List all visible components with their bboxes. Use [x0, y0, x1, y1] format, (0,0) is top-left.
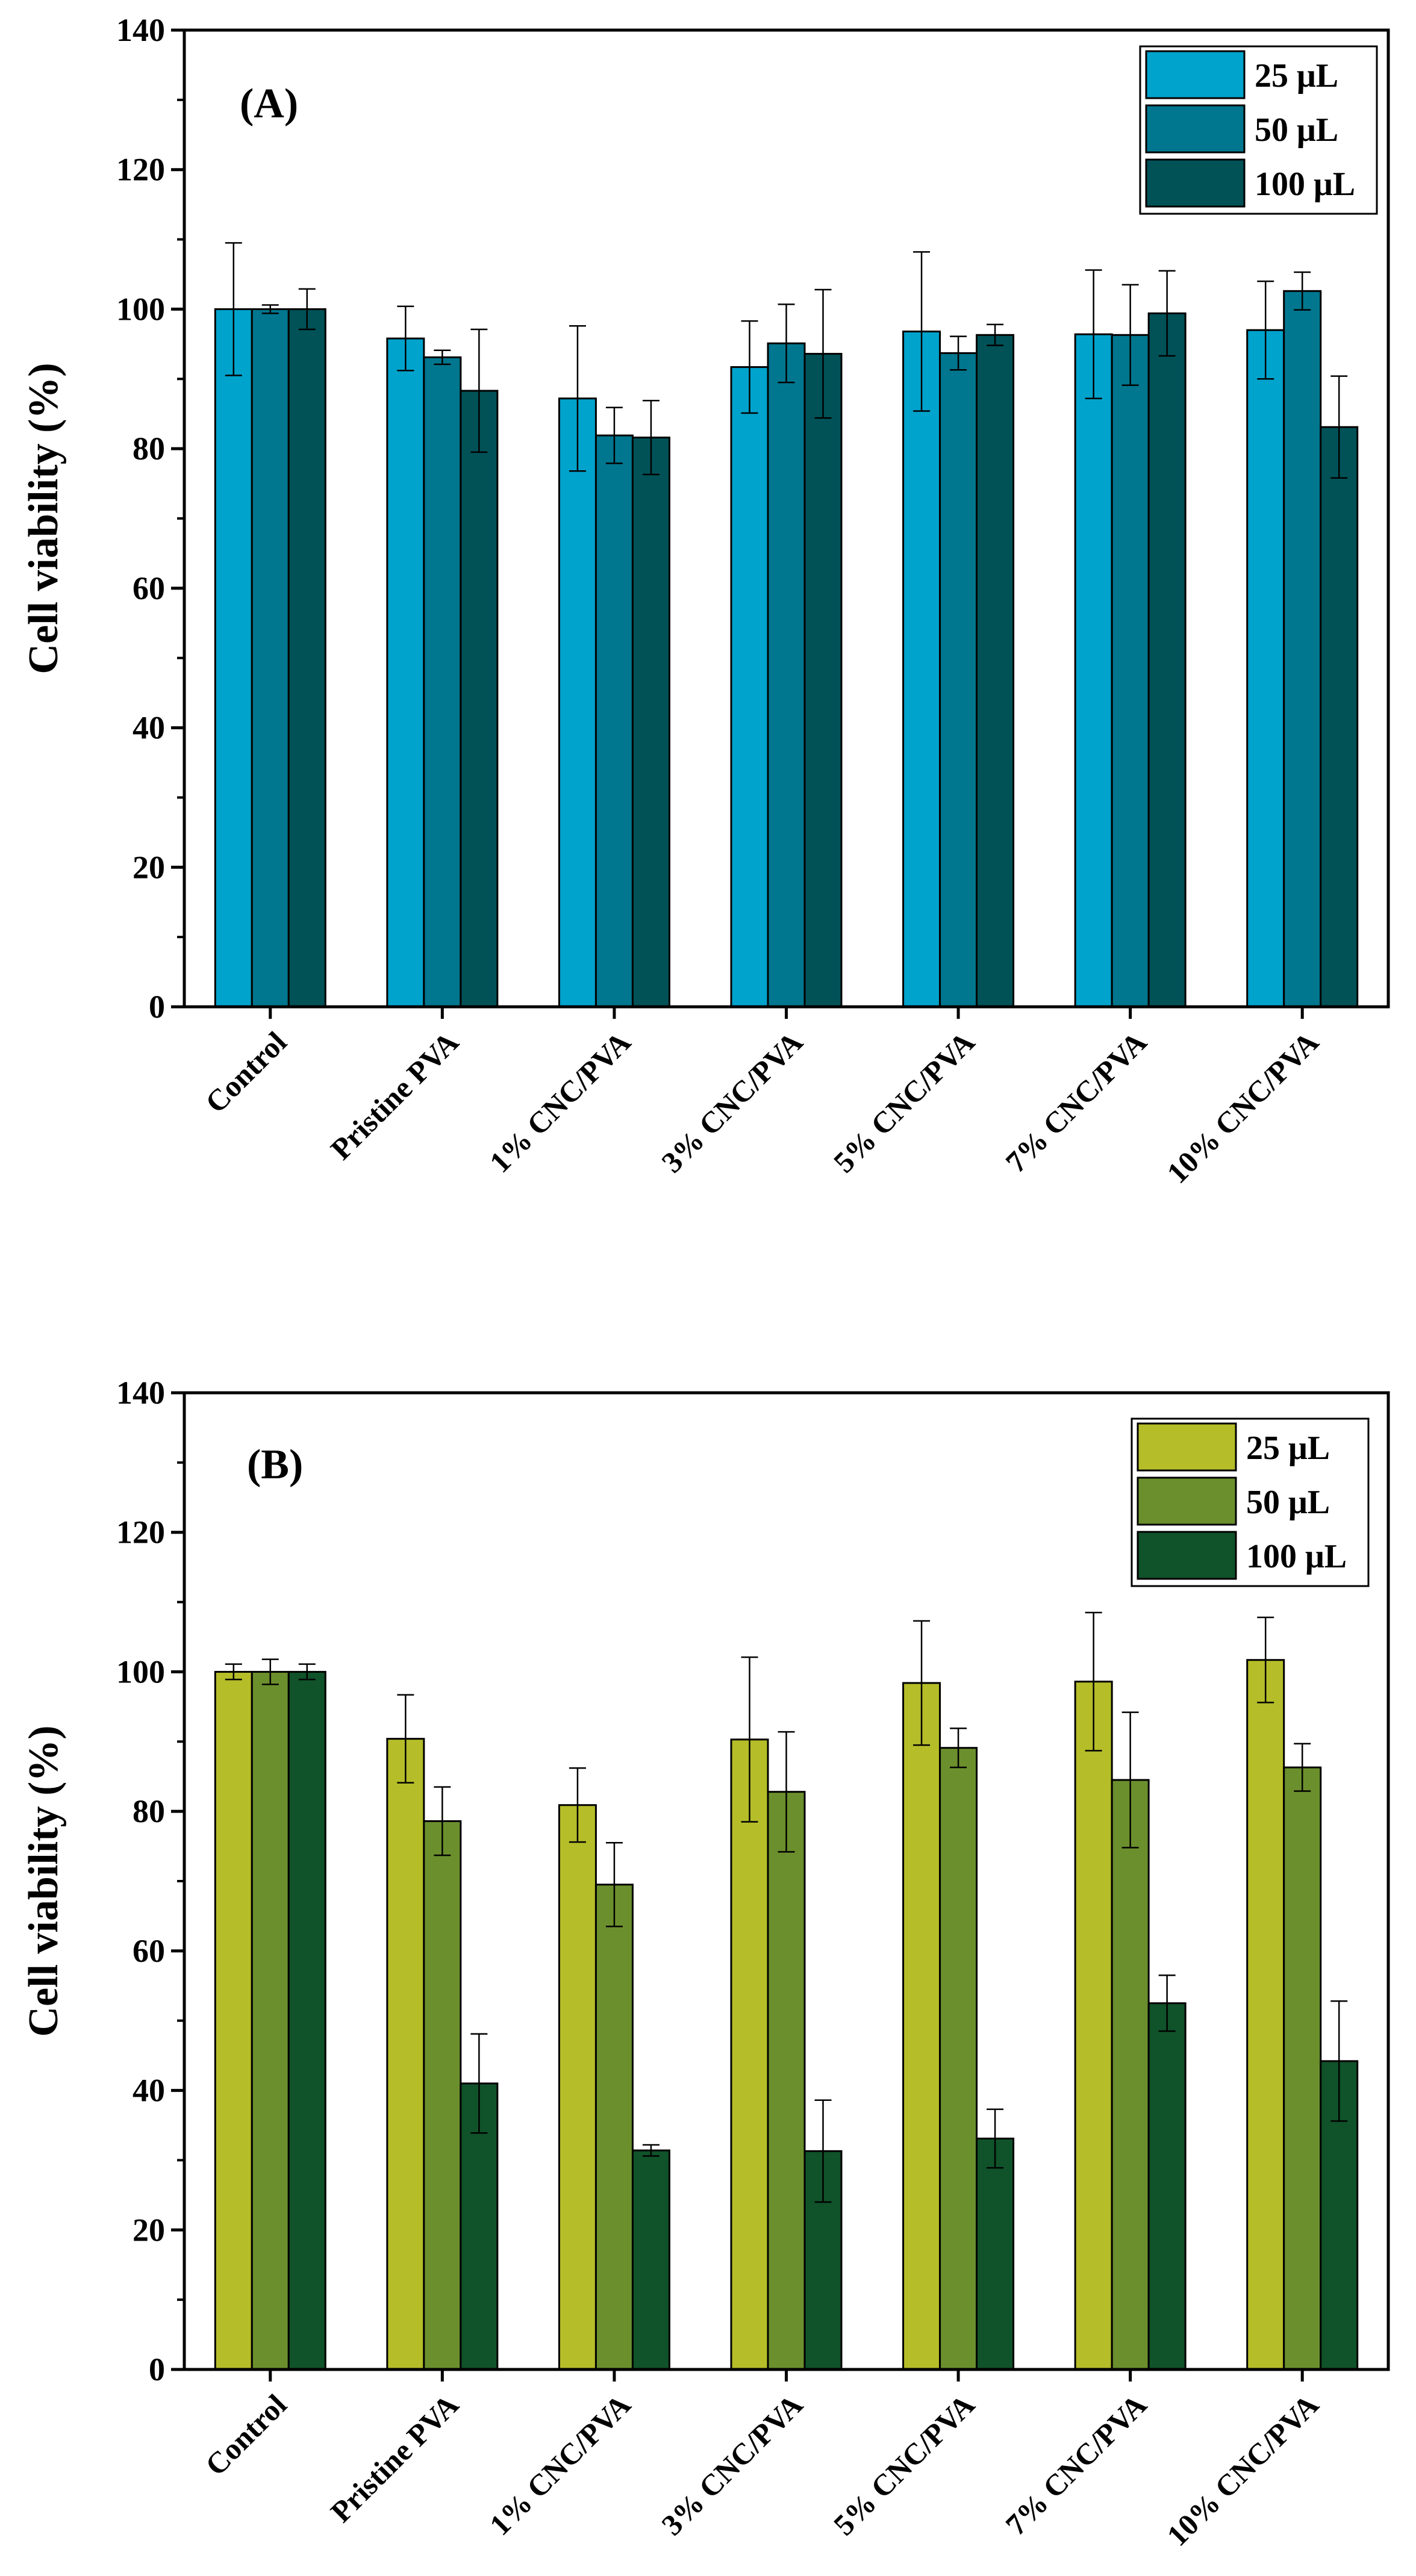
y-tick-label: 20 [133, 2212, 165, 2248]
bar [1111, 1779, 1150, 2371]
bar [251, 1670, 290, 2371]
y-tick-label: 140 [116, 1375, 165, 1411]
legend-swatch [1145, 104, 1246, 154]
y-tick-label: 140 [116, 12, 165, 48]
bar [214, 1670, 253, 2371]
legend-swatch [1137, 1531, 1237, 1580]
legend-label: 100 μL [1246, 1538, 1347, 1575]
y-tick-label: 0 [149, 2351, 165, 2388]
series-1 [214, 242, 1285, 1008]
bar [767, 1791, 806, 2371]
x-tick-label: 3% CNC/PVA [655, 2388, 809, 2542]
bar [251, 308, 290, 1008]
bar [1074, 1681, 1113, 2371]
legend-label: 100 μL [1255, 166, 1355, 203]
bar [976, 2138, 1015, 2371]
bar [1111, 334, 1150, 1008]
bar [631, 437, 670, 1008]
bar [386, 1738, 425, 2371]
y-tick-label: 80 [133, 431, 165, 467]
bar [1074, 333, 1113, 1008]
x-tick-label: 10% CNC/PVA [1160, 1025, 1325, 1190]
y-tick-label: 120 [116, 1514, 165, 1551]
y-tick-label: 40 [133, 710, 165, 746]
bar [214, 308, 253, 1008]
bar [594, 1884, 634, 2371]
panel-label: (A) [240, 81, 298, 127]
y-tick-label: 100 [116, 1654, 165, 1690]
bar [1246, 329, 1285, 1008]
legend-label: 25 μL [1255, 57, 1338, 95]
bar [558, 1804, 597, 2371]
y-axis-title: Cell viability (%) [20, 362, 67, 674]
legend: 25 μL 50 μL 100 μL [1131, 1417, 1370, 1587]
bar [423, 1820, 462, 2371]
bar [287, 1670, 326, 2371]
bar [902, 1682, 941, 2371]
legend-label: 50 μL [1246, 1484, 1330, 1521]
x-tick-label: 1% CNC/PVA [483, 2388, 637, 2542]
legend: 25 μL 50 μL 100 μL [1139, 45, 1378, 215]
legend-swatch [1145, 50, 1246, 99]
legend-swatch [1145, 158, 1246, 208]
bar [594, 434, 634, 1008]
bar [423, 356, 462, 1008]
x-tick-label: 5% CNC/PVA [827, 1025, 981, 1179]
y-tick-label: 20 [133, 849, 165, 885]
series-2 [251, 271, 1322, 1008]
y-tick-label: 40 [133, 2073, 165, 2109]
y-tick-label: 100 [116, 291, 165, 327]
chart-panel-1: 0 20 40 60 80 100 120 140 Control Pristine PVA 1% … [20, 12, 1390, 1190]
bar [558, 397, 597, 1008]
y-axis-title: Cell viability (%) [20, 1725, 67, 2036]
y-tick-label: 80 [133, 1793, 165, 1829]
bar [1246, 1659, 1285, 2371]
bar [1147, 2002, 1187, 2371]
chart-panel-2: 0 20 40 60 80 100 120 140 Control Pristine PVA 1% … [20, 1375, 1390, 2553]
y-tick-label: 0 [149, 989, 165, 1025]
panel-label: (B) [247, 1442, 303, 1488]
x-tick-label: 1% CNC/PVA [483, 1025, 637, 1179]
series-1 [214, 1611, 1285, 2371]
bar [902, 331, 941, 1008]
bar [730, 1738, 769, 2371]
series-2 [251, 1658, 1322, 2371]
bar [1283, 1766, 1322, 2371]
x-tick-label: Pristine PVA [324, 1025, 465, 1166]
bar [730, 366, 769, 1008]
bar [386, 337, 425, 1008]
legend-label: 50 μL [1255, 111, 1338, 149]
bar [1147, 312, 1187, 1008]
bar [976, 334, 1015, 1008]
legend-label: 25 μL [1246, 1430, 1330, 1467]
y-tick-label: 120 [116, 152, 165, 188]
x-tick-label: 7% CNC/PVA [999, 1025, 1153, 1179]
x-tick-label: Control [199, 2388, 293, 2482]
series-3 [287, 270, 1359, 1008]
x-tick-label: 7% CNC/PVA [999, 2388, 1153, 2542]
legend-swatch [1137, 1476, 1237, 1526]
bar [939, 352, 978, 1008]
x-tick-label: 3% CNC/PVA [655, 1025, 809, 1179]
bar [287, 308, 326, 1008]
bar [1283, 290, 1322, 1008]
y-tick-label: 60 [133, 1933, 165, 1969]
bar [631, 2149, 670, 2371]
x-tick-label: 5% CNC/PVA [827, 2388, 981, 2542]
x-tick-label: Control [199, 1025, 293, 1119]
y-tick-label: 60 [133, 570, 165, 606]
bar [460, 390, 499, 1008]
bar [939, 1747, 978, 2371]
x-tick-label: Pristine PVA [324, 2388, 465, 2528]
bar [803, 353, 843, 1008]
bar [767, 342, 806, 1008]
bar [1320, 426, 1359, 1008]
x-tick-label: 10% CNC/PVA [1160, 2388, 1325, 2553]
legend-swatch [1137, 1422, 1237, 1472]
